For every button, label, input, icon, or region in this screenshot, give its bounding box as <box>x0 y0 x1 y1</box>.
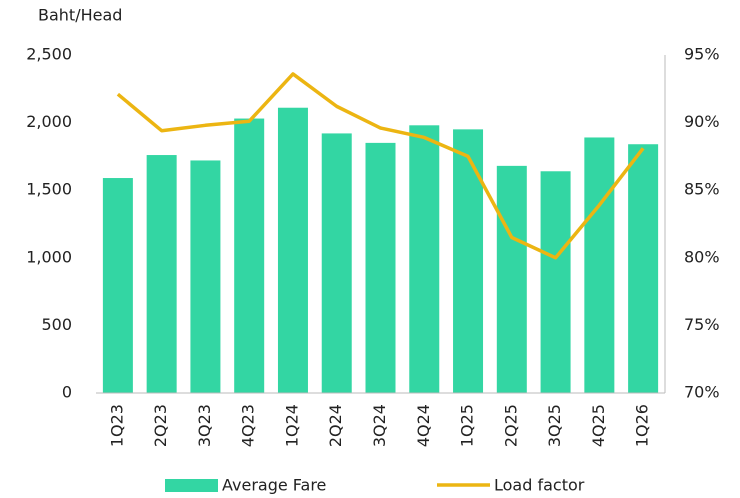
bar <box>584 137 615 393</box>
x-tick-label: 3Q23 <box>195 404 214 447</box>
x-tick-label: 1Q24 <box>282 404 301 447</box>
x-tick-label: 2Q25 <box>501 404 520 447</box>
y2-tick-label: 75% <box>684 315 720 334</box>
y2-tick-label: 95% <box>684 45 720 64</box>
x-tick-label: 4Q24 <box>414 404 433 447</box>
line <box>116 72 645 260</box>
bar <box>365 142 396 393</box>
x-tick-label: 1Q23 <box>107 404 126 447</box>
y-tick-label: 2,000 <box>26 112 72 131</box>
x-tick-label: 3Q24 <box>370 404 389 447</box>
y-tick-label: 2,500 <box>26 45 72 64</box>
y-tick-label: 500 <box>41 315 72 334</box>
bar <box>190 160 221 393</box>
y-tick-label: 1,500 <box>26 180 72 199</box>
bar <box>409 125 440 393</box>
y2-tick-label: 80% <box>684 247 720 266</box>
y2-tick-label: 85% <box>684 180 720 199</box>
y2-tick-label: 70% <box>684 383 720 402</box>
x-tick-label: 4Q25 <box>589 404 608 447</box>
legend-swatch <box>165 479 218 492</box>
x-tick-label: 1Q26 <box>633 404 652 447</box>
x-tick-label: 1Q25 <box>458 404 477 447</box>
y-tick-label: 1,000 <box>26 247 72 266</box>
bar <box>453 129 484 394</box>
bar <box>628 144 659 393</box>
x-tick-label: 2Q24 <box>326 404 345 447</box>
y-tick-label: 0 <box>62 383 72 402</box>
bar <box>102 178 133 393</box>
bar <box>277 107 308 393</box>
x-tick-label: 2Q23 <box>151 404 170 447</box>
y2-tick-label: 90% <box>684 112 720 131</box>
legend-label: Load factor <box>494 476 585 495</box>
bar <box>146 155 177 393</box>
bar <box>496 165 527 393</box>
bar <box>540 171 571 393</box>
bar <box>234 118 265 393</box>
legend-label: Average Fare <box>222 476 326 495</box>
x-tick-label: 4Q23 <box>239 404 258 447</box>
x-tick-label: 3Q25 <box>545 404 564 447</box>
y-axis-label: Baht/Head <box>38 6 122 25</box>
bar <box>321 133 352 393</box>
